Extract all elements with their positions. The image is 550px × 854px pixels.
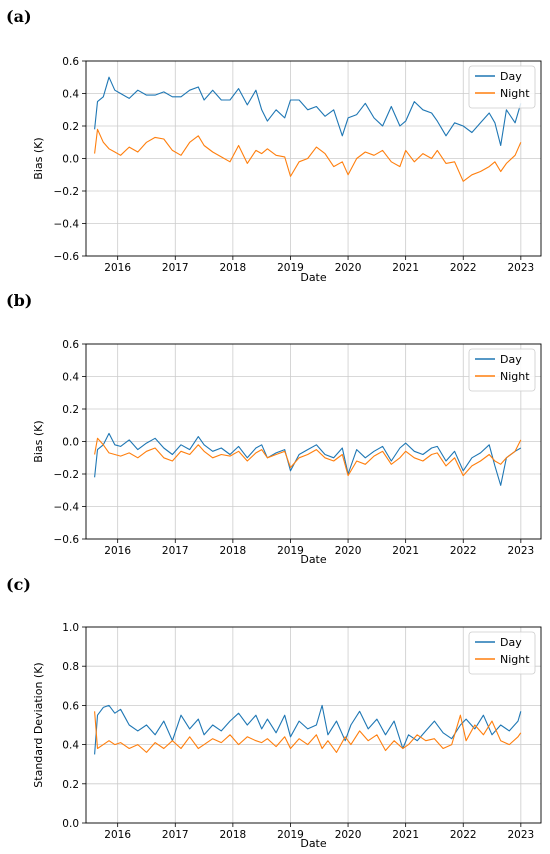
x-tick-label: 2018 <box>219 545 246 557</box>
series-line-night <box>94 711 522 753</box>
y-tick-label: −0.6 <box>54 251 80 263</box>
plot-frame <box>85 343 542 540</box>
series-line-night <box>94 437 522 477</box>
x-tick-label: 2023 <box>507 829 534 841</box>
series-line-day <box>94 432 522 486</box>
x-tick-label: 2022 <box>450 829 477 841</box>
y-tick-label: 0.2 <box>62 121 79 133</box>
y-tick-label: 0.4 <box>62 89 79 101</box>
y-axis-label: Bias (K) <box>32 420 45 462</box>
chart-panel-3: (c) 2016 2017 2018 2019 2020 2021 2022 2023 1.0 0.… <box>6 575 542 850</box>
x-tick-label: 2020 <box>335 829 362 841</box>
y-tick-label: 1.0 <box>62 622 79 634</box>
chart-panel-2: (b) 2016 2017 2018 2019 2020 2021 2022 2023 0.6 0.… <box>6 291 542 566</box>
x-tick-label: 2022 <box>450 262 477 274</box>
y-tick-label: −0.2 <box>54 469 80 481</box>
y-tick-label: −0.4 <box>54 219 80 231</box>
y-tick-label: 0.0 <box>62 818 79 830</box>
y-tick-label: 0.2 <box>62 779 79 791</box>
legend-label: Night <box>500 87 530 100</box>
x-axis-label: Date <box>300 553 327 566</box>
plot-frame <box>85 60 542 257</box>
x-tick-label: 2021 <box>392 545 419 557</box>
y-tick-label: −0.2 <box>54 186 80 198</box>
x-tick-label: 2019 <box>277 262 304 274</box>
x-tick-label: 2021 <box>392 829 419 841</box>
y-tick-label: 0.4 <box>62 740 79 752</box>
legend-label: Night <box>500 370 530 383</box>
x-tick-label: 2023 <box>507 545 534 557</box>
y-tick-label: 0.6 <box>62 56 79 68</box>
chart-panel-1: (a) 2016 2017 2018 2019 2020 2021 2022 2023 0.6 0.… <box>6 7 542 284</box>
legend-label: Night <box>500 653 530 666</box>
legend-label: Day <box>500 353 522 366</box>
x-tick-label: 2019 <box>277 829 304 841</box>
x-tick-label: 2022 <box>450 545 477 557</box>
y-tick-label: −0.4 <box>54 502 80 514</box>
panel-letter: (b) <box>6 291 32 310</box>
x-tick-label: 2017 <box>162 262 189 274</box>
series-line-night <box>94 128 522 182</box>
x-tick-label: 2023 <box>507 262 534 274</box>
y-axis-label: Standard Deviation (K) <box>32 662 45 787</box>
x-tick-label: 2020 <box>335 262 362 274</box>
legend: Day Night <box>468 65 536 109</box>
x-tick-label: 2019 <box>277 545 304 557</box>
panel-letter: (c) <box>6 575 31 594</box>
x-tick-label: 2017 <box>162 545 189 557</box>
x-tick-label: 2016 <box>104 829 131 841</box>
x-tick-label: 2016 <box>104 545 131 557</box>
legend-label: Day <box>500 636 522 649</box>
y-tick-label: 0.8 <box>62 661 79 673</box>
panel-letter: (a) <box>6 7 32 26</box>
x-tick-label: 2020 <box>335 545 362 557</box>
x-tick-label: 2021 <box>392 262 419 274</box>
series-line-day <box>94 704 522 755</box>
x-tick-label: 2018 <box>219 262 246 274</box>
y-tick-label: 0.6 <box>62 700 79 712</box>
x-tick-label: 2018 <box>219 829 246 841</box>
legend: Day Night <box>468 348 536 392</box>
y-axis-label: Bias (K) <box>32 137 45 179</box>
x-tick-label: 2017 <box>162 829 189 841</box>
x-tick-label: 2016 <box>104 262 131 274</box>
legend-label: Day <box>500 70 522 83</box>
y-tick-label: 0.0 <box>62 154 79 166</box>
y-tick-label: −0.6 <box>54 534 80 546</box>
y-tick-label: 0.2 <box>62 404 79 416</box>
x-axis-label: Date <box>300 837 327 850</box>
x-axis-label: Date <box>300 271 327 284</box>
y-tick-label: 0.6 <box>62 339 79 351</box>
plot-frame <box>85 626 542 824</box>
legend: Day Night <box>468 631 536 675</box>
y-tick-label: 0.4 <box>62 372 79 384</box>
series-line-day <box>94 76 522 147</box>
y-tick-label: 0.0 <box>62 437 79 449</box>
